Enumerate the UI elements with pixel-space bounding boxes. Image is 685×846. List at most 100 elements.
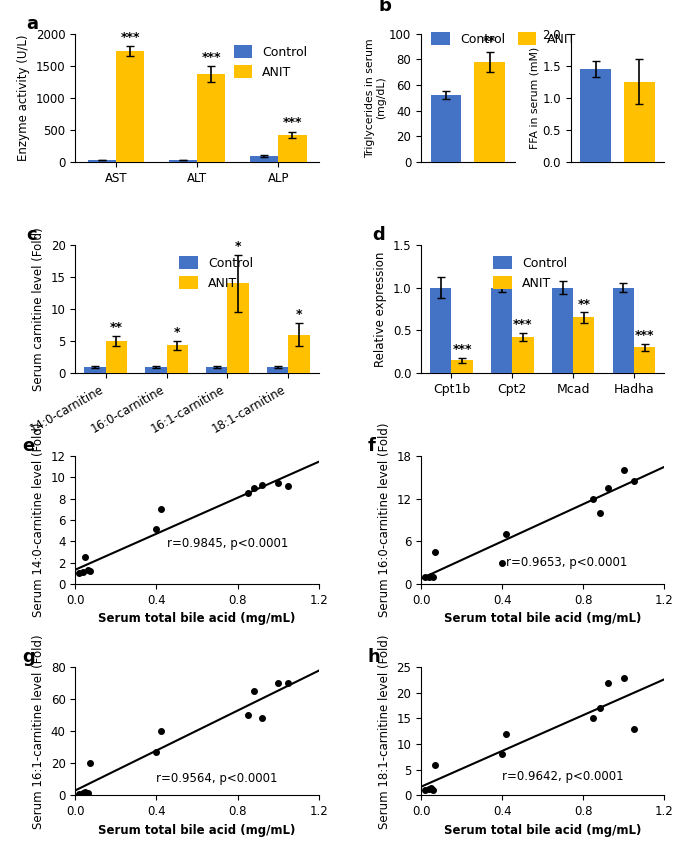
Point [151,745,162,759]
Text: r=0.9642, p<0.0001: r=0.9642, p<0.0001 [502,770,624,783]
Point [242,486,253,500]
Bar [624,82,655,162]
Y-axis label: Relative expression: Relative expression [374,251,387,366]
Legend: Control, ANIT: Control, ANIT [229,40,312,84]
Text: ***: *** [201,52,221,64]
Point [425,569,436,582]
Point [427,783,438,797]
Point [588,492,599,506]
Text: h: h [367,648,380,666]
Text: **: ** [577,298,590,310]
Point [80,785,91,799]
Text: c: c [27,226,37,244]
Y-axis label: Enzyme activity (U/L): Enzyme activity (U/L) [17,35,30,161]
Text: d: d [373,226,385,244]
Bar [227,283,249,373]
Bar [612,288,634,373]
Bar [451,360,473,373]
Legend: Control, ANIT: Control, ANIT [426,27,581,51]
Point [82,787,93,800]
Text: r=0.9564, p<0.0001: r=0.9564, p<0.0001 [156,772,278,785]
Bar [552,288,573,373]
Point [242,708,253,722]
X-axis label: Serum total bile acid (mg/mL): Serum total bile acid (mg/mL) [99,823,296,837]
Text: r=0.9845, p<0.0001: r=0.9845, p<0.0001 [166,536,288,550]
Bar [197,74,225,162]
Bar [580,69,611,162]
Bar [145,366,166,373]
Point [420,783,431,797]
Bar [430,288,451,373]
Y-axis label: Serum 16:0-carnitine level (Fold): Serum 16:0-carnitine level (Fold) [377,423,390,618]
Point [429,546,440,559]
Point [602,676,613,689]
Text: r=0.9653, p<0.0001: r=0.9653, p<0.0001 [506,557,627,569]
Text: b: b [379,0,392,15]
Point [78,786,89,799]
Point [588,711,599,725]
Y-axis label: Triglycerides in serum
(mg/dL): Triglycerides in serum (mg/dL) [364,38,386,157]
Legend: Control, ANIT: Control, ANIT [174,251,258,294]
Y-axis label: Serum 16:1-carnitine level (Fold): Serum 16:1-carnitine level (Fold) [32,634,45,828]
Legend: Control, ANIT: Control, ANIT [488,251,572,294]
Text: **: ** [110,321,123,334]
Point [497,748,508,761]
Bar [105,341,127,373]
Point [82,563,93,577]
Point [273,476,284,490]
Point [155,724,166,738]
Point [420,570,431,584]
Point [619,464,630,477]
Bar [88,160,116,162]
Text: *: * [174,326,181,339]
Bar [278,135,307,162]
Point [619,671,630,684]
Bar [573,317,595,373]
Point [497,556,508,569]
Text: **: ** [483,35,496,48]
Point [74,787,85,800]
Bar [475,62,505,162]
Bar [512,337,534,373]
Point [283,677,294,690]
Point [429,758,440,772]
Bar [84,366,105,373]
Point [78,566,89,580]
Point [427,570,438,584]
Text: ***: *** [513,318,533,331]
Point [594,506,605,519]
Point [629,722,640,735]
Bar [431,96,461,162]
Text: ***: *** [635,329,654,343]
Point [256,711,267,725]
X-axis label: Serum total bile acid (mg/mL): Serum total bile acid (mg/mL) [444,823,641,837]
Text: ***: *** [452,343,472,356]
Point [423,570,434,584]
Bar [166,345,188,373]
Bar [116,51,145,162]
Bar [206,366,227,373]
Point [74,567,85,580]
Point [283,479,294,492]
Point [425,781,436,794]
Point [84,756,95,770]
Point [155,503,166,516]
Bar [634,348,656,373]
Text: a: a [27,14,38,33]
Point [80,551,91,564]
X-axis label: Serum total bile acid (mg/mL): Serum total bile acid (mg/mL) [444,613,641,625]
Point [594,701,605,715]
Point [151,522,162,536]
Point [273,677,284,690]
Point [249,481,260,495]
Text: *: * [296,308,302,321]
Bar [267,366,288,373]
Point [629,475,640,488]
Text: ***: *** [283,117,302,129]
Point [84,564,95,578]
Point [423,783,434,796]
Text: f: f [367,437,375,455]
Bar [491,288,512,373]
Text: g: g [22,648,34,666]
Text: *: * [235,239,241,253]
